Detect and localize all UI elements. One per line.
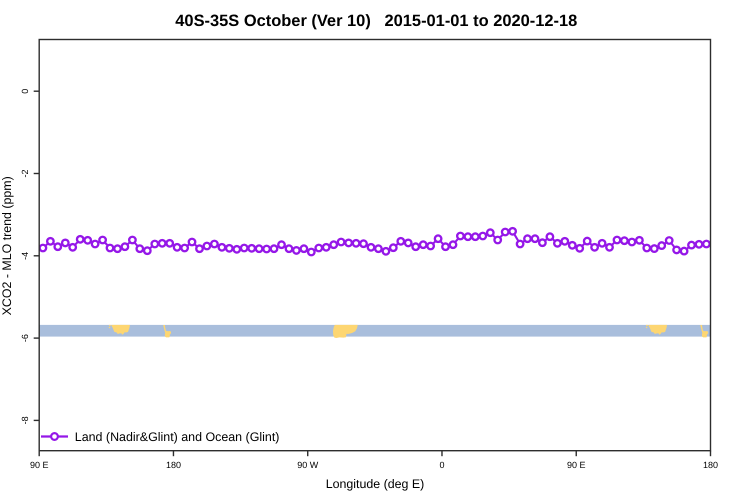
svg-text:Land (Nadir&Glint) and Ocean (: Land (Nadir&Glint) and Ocean (Glint) — [75, 430, 280, 444]
svg-text:XCO2 - MLO trend (ppm): XCO2 - MLO trend (ppm) — [0, 176, 14, 315]
svg-text:90 E: 90 E — [30, 460, 49, 470]
svg-text:-6: -6 — [20, 334, 30, 342]
svg-text:0: 0 — [439, 460, 444, 470]
svg-text:90 E: 90 E — [567, 460, 586, 470]
svg-text:90 W: 90 W — [297, 460, 319, 470]
svg-text:0: 0 — [20, 89, 30, 94]
svg-text:-2: -2 — [20, 169, 30, 177]
svg-text:Longitude (deg E): Longitude (deg E) — [326, 477, 425, 491]
svg-text:-8: -8 — [20, 416, 30, 424]
svg-text:-4: -4 — [20, 252, 30, 260]
svg-text:180: 180 — [703, 460, 718, 470]
svg-text:40S-35S October (Ver 10) 201: 40S-35S October (Ver 10) 2015-01-01 to 2… — [175, 12, 577, 30]
svg-text:180: 180 — [166, 460, 181, 470]
